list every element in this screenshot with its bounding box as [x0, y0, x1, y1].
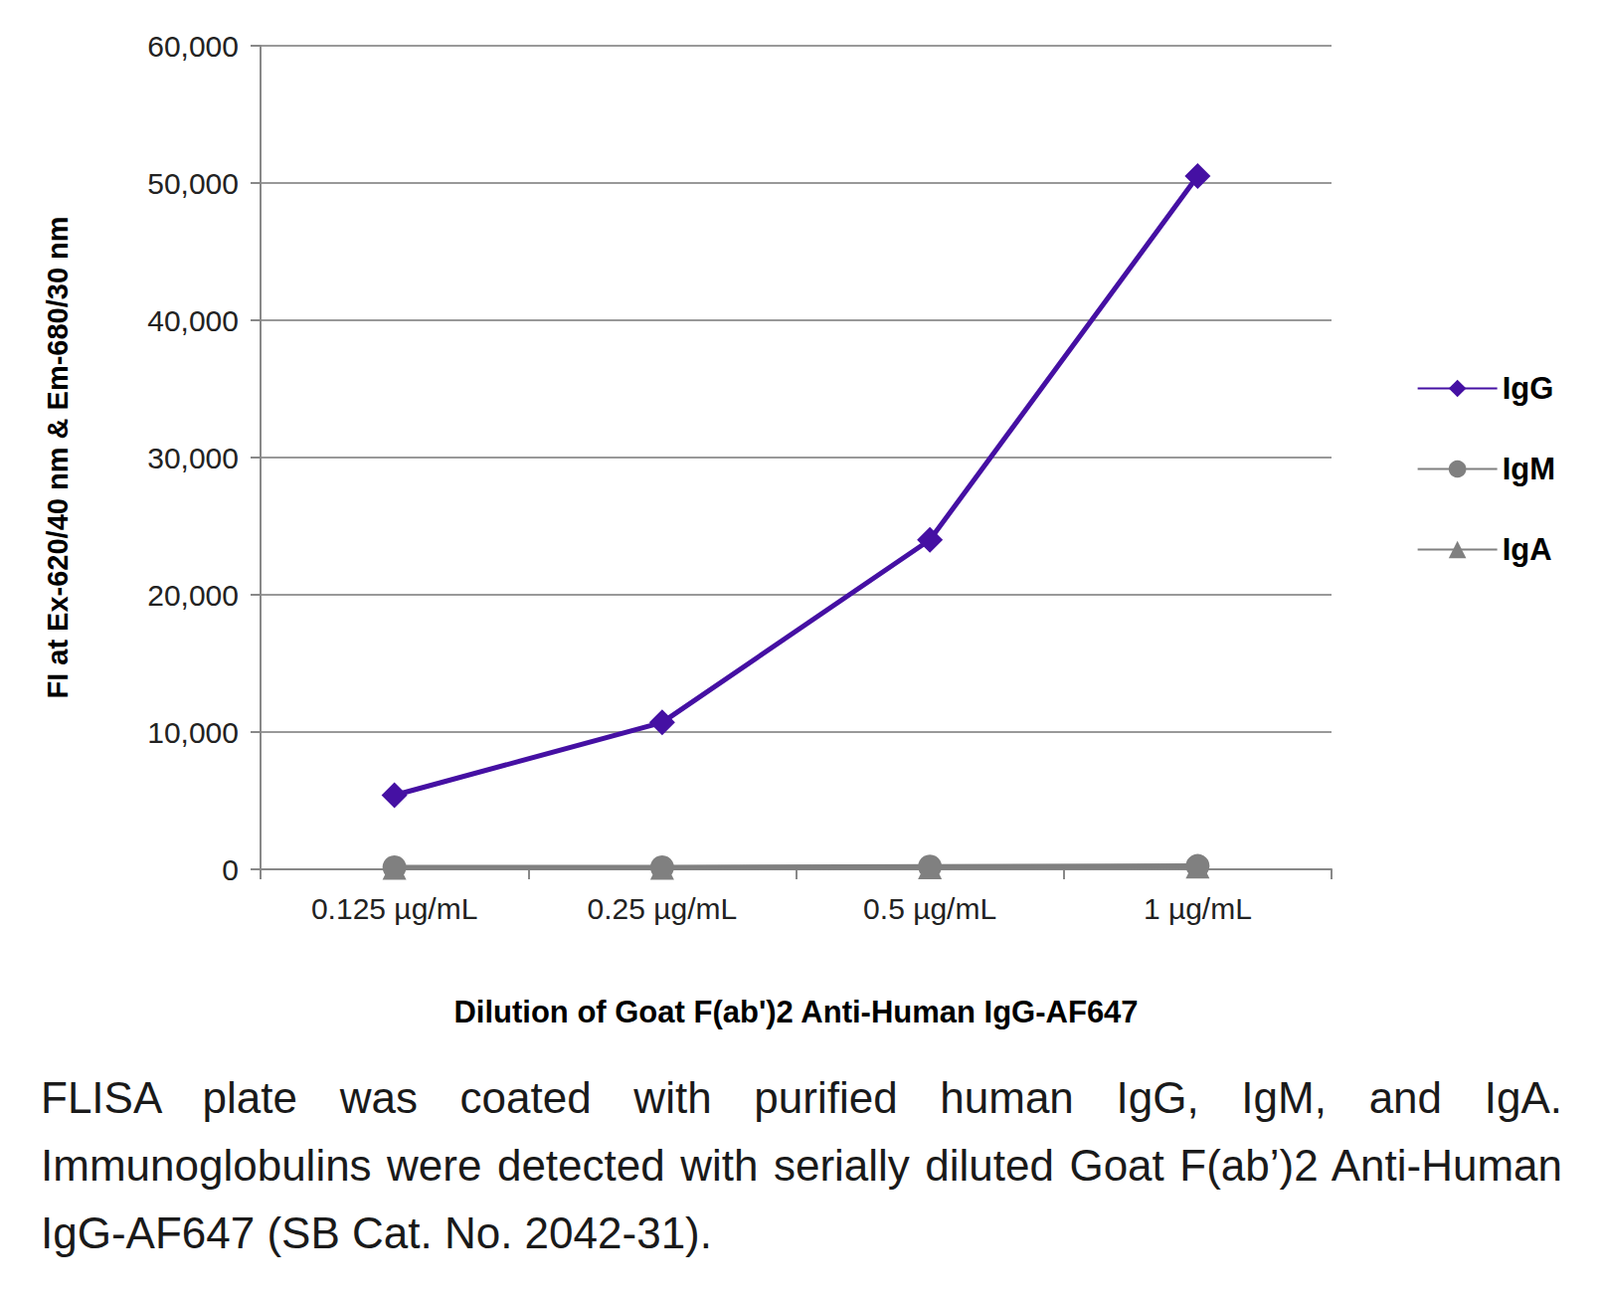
svg-text:0.5 µg/mL: 0.5 µg/mL [863, 891, 997, 925]
svg-text:10,000: 10,000 [147, 715, 239, 749]
svg-text:IgM: IgM [1502, 451, 1556, 487]
svg-text:IgG: IgG [1502, 370, 1555, 406]
svg-text:60,000: 60,000 [147, 29, 239, 63]
svg-text:Dilution of Goat F(ab')2 Anti-: Dilution of Goat F(ab')2 Anti-Human IgG-… [453, 994, 1138, 1030]
svg-text:1 µg/mL: 1 µg/mL [1143, 891, 1252, 925]
svg-text:0.125 µg/mL: 0.125 µg/mL [311, 891, 478, 925]
svg-text:0.25 µg/mL: 0.25 µg/mL [587, 891, 738, 925]
svg-text:50,000: 50,000 [147, 167, 239, 200]
svg-text:0: 0 [221, 853, 239, 887]
svg-text:40,000: 40,000 [147, 304, 239, 338]
html-text:FLISA plate was coated with pu: FLISA plate was coated with purified hum… [40, 1072, 1563, 1257]
svg-text:30,000: 30,000 [147, 441, 239, 475]
svg-text:20,000: 20,000 [147, 578, 239, 612]
svg-text:IgA: IgA [1502, 532, 1553, 567]
svg-text:FI at Ex-620/40 nm & Em-680/30: FI at Ex-620/40 nm & Em-680/30 nm [41, 215, 74, 699]
